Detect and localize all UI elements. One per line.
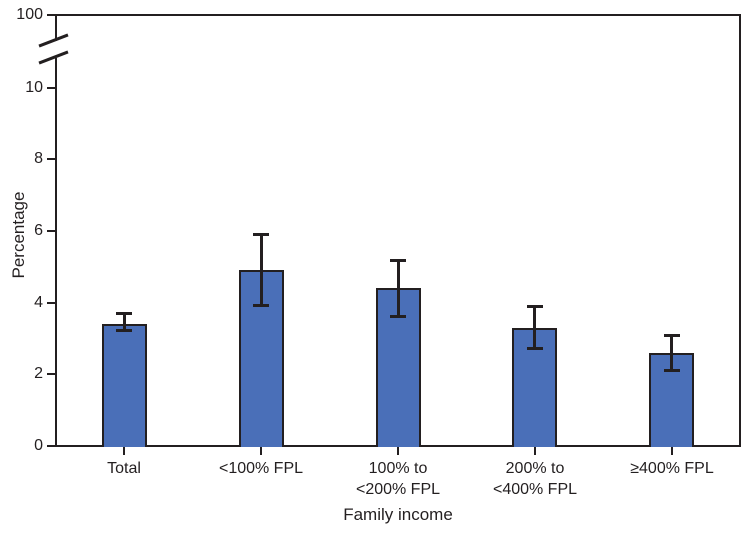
y-tick	[47, 230, 56, 232]
y-tick	[47, 158, 56, 160]
error-bar-cap-top	[390, 259, 406, 262]
x-tick	[671, 447, 673, 455]
y-axis-line-upper	[55, 14, 57, 41]
error-bar-cap-top	[527, 305, 543, 308]
y-tick-label: 6	[34, 222, 43, 239]
y-tick-label: 0	[34, 437, 43, 454]
y-tick	[47, 445, 56, 447]
x-tick-label: ≥400% FPL	[597, 458, 747, 479]
y-tick	[47, 87, 56, 89]
x-tick-label-line: <400% FPL	[492, 481, 578, 498]
x-tick	[123, 447, 125, 455]
y-tick-label: 8	[34, 150, 43, 167]
x-tick-label: <100% FPL	[186, 458, 336, 479]
x-tick-label-line: <100% FPL	[218, 460, 304, 477]
x-tick	[397, 447, 399, 455]
error-bar-line	[533, 306, 536, 349]
y-tick-label: 2	[34, 365, 43, 382]
error-bar-cap-top	[253, 233, 269, 236]
x-tick-label: Total	[49, 458, 199, 479]
x-tick-label-line: 100% to	[368, 460, 428, 477]
error-bar-line	[123, 313, 126, 331]
error-bar-cap-bottom	[664, 369, 680, 372]
y-tick	[47, 14, 56, 16]
error-bar-cap-top	[664, 334, 680, 337]
x-tick-label-line: 200% to	[505, 460, 565, 477]
y-tick	[47, 302, 56, 304]
x-tick-label-line: Total	[107, 460, 141, 477]
bar	[649, 353, 694, 447]
plot-frame-right	[739, 14, 741, 447]
y-tick	[47, 373, 56, 375]
bar	[102, 324, 147, 447]
error-bar-cap-bottom	[527, 347, 543, 350]
error-bar-cap-bottom	[253, 304, 269, 307]
error-bar-line	[670, 335, 673, 371]
axis-break-slash-upper	[38, 33, 69, 48]
plot-frame-top	[55, 14, 741, 16]
x-axis-title: Family income	[343, 505, 453, 524]
error-bar-cap-top	[116, 312, 132, 315]
x-tick-label: 200% to <400% FPL	[460, 458, 610, 500]
x-tick-label-line: ≥400% FPL	[630, 460, 714, 477]
y-tick-label: 10	[25, 79, 43, 96]
error-bar-cap-bottom	[390, 315, 406, 318]
y-tick-label: 4	[34, 294, 43, 311]
error-bar-line	[397, 260, 400, 317]
x-tick-label: 100% to <200% FPL	[323, 458, 473, 500]
error-bar-cap-bottom	[116, 329, 132, 332]
error-bar-line	[260, 234, 263, 306]
x-tick-label-line: <200% FPL	[355, 481, 441, 498]
y-axis-line-lower	[55, 58, 57, 447]
x-tick	[260, 447, 262, 455]
x-tick	[534, 447, 536, 455]
y-tick-label: 100	[16, 6, 43, 23]
axis-break-slash-lower	[38, 50, 69, 65]
